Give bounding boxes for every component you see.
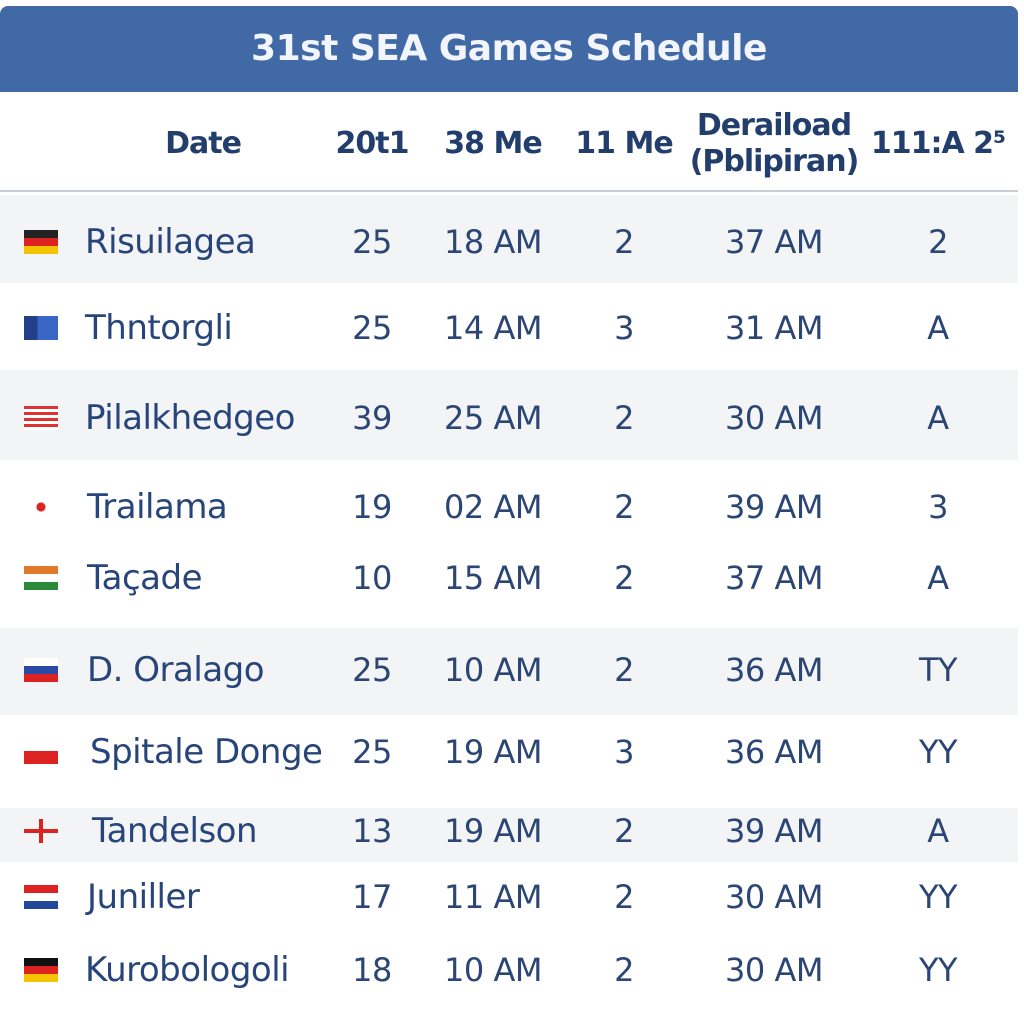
title-bar: 31st SEA Games Schedule <box>0 6 1018 92</box>
flag-icon <box>24 406 58 430</box>
table-cell: 2 <box>614 399 634 437</box>
column-header: 38 Me <box>444 126 542 161</box>
row-band <box>0 808 1018 862</box>
flag-icon <box>24 230 58 254</box>
table-cell: 2 <box>614 488 634 526</box>
flag-icon <box>24 958 58 982</box>
row-band <box>0 370 1018 460</box>
table-cell: 25 <box>352 223 392 261</box>
table-cell: 18 AM <box>444 223 542 261</box>
table-cell: 18 <box>352 951 392 989</box>
table-cell: 2 <box>614 651 634 689</box>
country-name: Pilalkhedgeo <box>85 398 295 438</box>
table-cell: 25 AM <box>444 399 542 437</box>
table-cell: 10 AM <box>444 651 542 689</box>
table-cell: YY <box>918 878 958 916</box>
table-cell: A <box>927 559 949 597</box>
table-cell: 2 <box>614 951 634 989</box>
country-name: Risuilagea <box>85 222 256 262</box>
country-name: Tandelson <box>92 811 258 851</box>
table-cell: 13 <box>352 812 392 850</box>
table-cell: 2 <box>614 559 634 597</box>
table-cell: 39 AM <box>725 812 823 850</box>
column-header: 20t1 <box>335 126 410 161</box>
table-cell: 36 AM <box>725 651 823 689</box>
table-cell: 30 AM <box>725 399 823 437</box>
table-cell: 10 <box>352 559 392 597</box>
country-name: Thntorgli <box>85 308 233 348</box>
flag-icon <box>24 740 58 764</box>
table-cell: 2 <box>614 223 634 261</box>
table-cell: 36 AM <box>725 733 823 771</box>
table-cell: 2 <box>928 223 948 261</box>
flag-icon <box>24 566 58 590</box>
country-name: Taçade <box>87 558 203 598</box>
flag-icon <box>24 885 58 909</box>
column-header: 11 Me <box>575 126 673 161</box>
table-cell: 17 <box>352 878 392 916</box>
header-divider <box>0 190 1018 192</box>
table-cell: 37 AM <box>725 559 823 597</box>
row-band <box>0 628 1018 715</box>
table-cell: 39 AM <box>725 488 823 526</box>
table-cell: 19 AM <box>444 733 542 771</box>
table-cell: 15 AM <box>444 559 542 597</box>
table-cell: 10 AM <box>444 951 542 989</box>
table-cell: A <box>927 812 949 850</box>
table-cell: 3 <box>614 733 634 771</box>
table-cell: 3 <box>614 309 634 347</box>
table-cell: 2 <box>614 878 634 916</box>
flag-icon <box>24 316 58 340</box>
table-cell: 25 <box>352 309 392 347</box>
table-cell: 11 AM <box>444 878 542 916</box>
country-name: Spitale Donge <box>90 732 323 772</box>
row-band <box>0 195 1018 283</box>
table-cell: 31 AM <box>725 309 823 347</box>
title: 31st SEA Games Schedule <box>251 28 767 69</box>
table-cell: 3 <box>928 488 948 526</box>
table-cell: A <box>927 399 949 437</box>
table-cell: 19 <box>352 488 392 526</box>
table-cell: TY <box>918 651 958 689</box>
column-header: Date <box>165 126 242 161</box>
table-cell: 19 AM <box>444 812 542 850</box>
table-cell: YY <box>918 951 958 989</box>
table-cell: 30 AM <box>725 951 823 989</box>
table-cell: 25 <box>352 651 392 689</box>
table-cell: 2 <box>614 812 634 850</box>
flag-icon <box>24 658 58 682</box>
table-cell: 14 AM <box>444 309 542 347</box>
table-cell: A <box>927 309 949 347</box>
country-name: D. Oralago <box>87 650 265 690</box>
column-header: 111:A 2⁵ <box>870 126 1006 161</box>
flag-icon <box>24 819 58 843</box>
table-cell: 02 AM <box>444 488 542 526</box>
column-header: Deraiload (Pblipiran) <box>689 108 860 179</box>
country-name: Trailama <box>87 487 228 527</box>
flag-icon <box>24 495 58 519</box>
table-cell: 39 <box>352 399 392 437</box>
table-cell: 37 AM <box>725 223 823 261</box>
table-cell: YY <box>918 733 958 771</box>
table-cell: 25 <box>352 733 392 771</box>
country-name: Kurobologoli <box>85 950 290 990</box>
country-name: Juniller <box>87 877 200 917</box>
table-cell: 30 AM <box>725 878 823 916</box>
